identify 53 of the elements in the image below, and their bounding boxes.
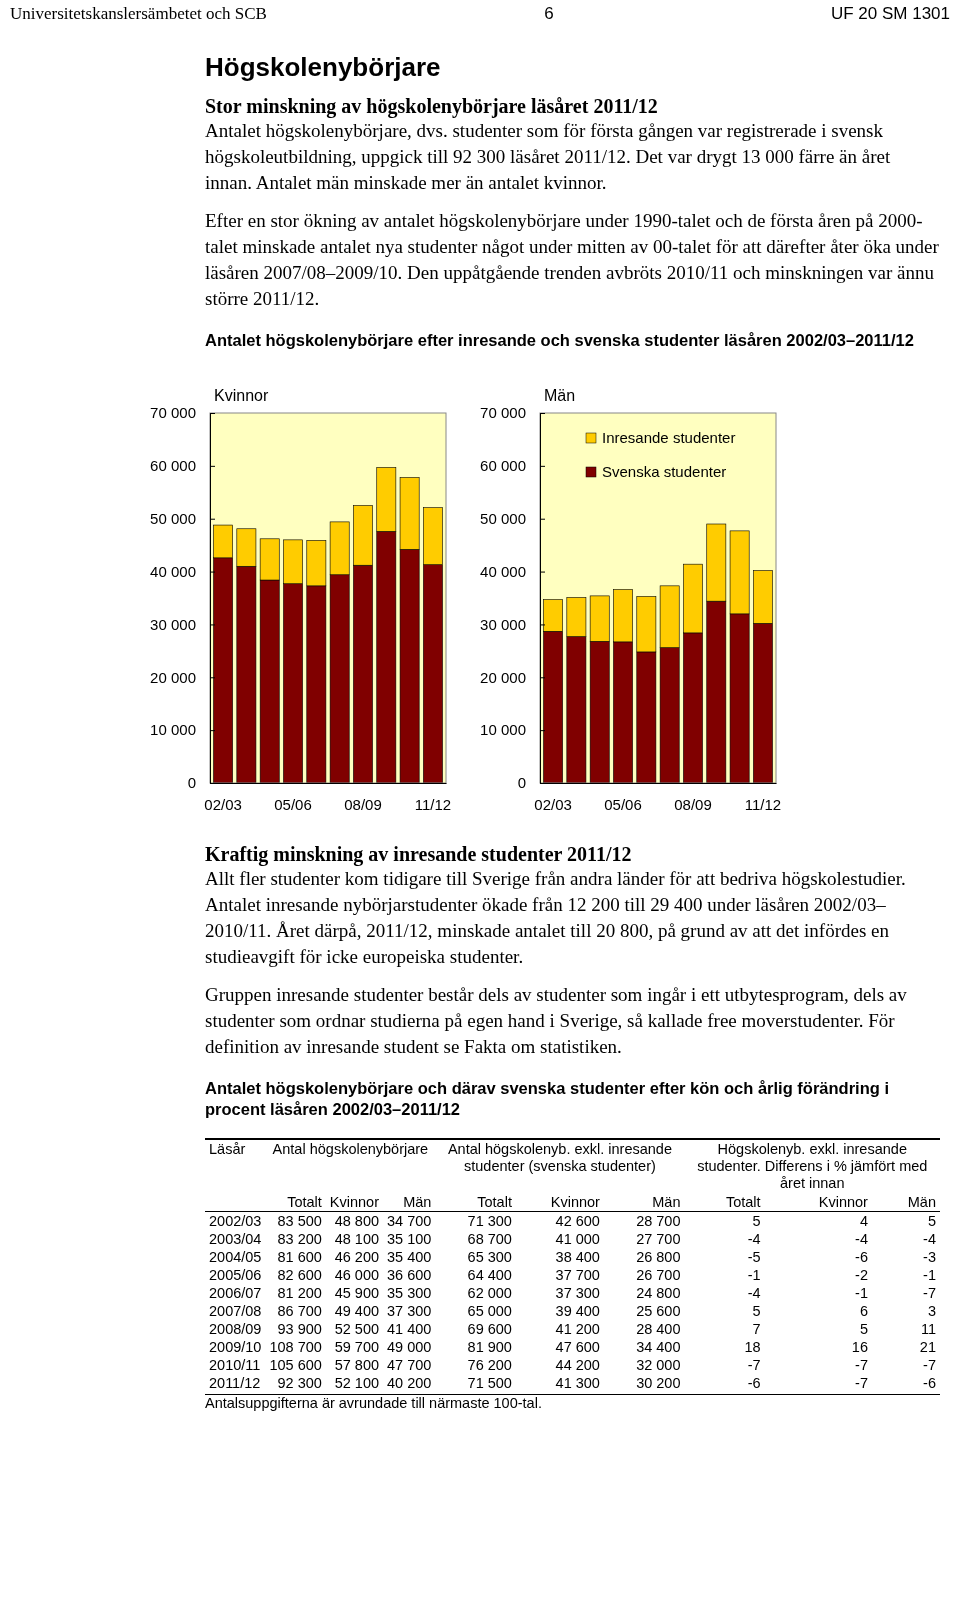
text: 2007/08 86 700 49 400 37 300 65 000 39 400 25 600 5 6 3	[209, 1303, 936, 1319]
text: Antalet högskolenybörjare och därav svenska studenter efter kön och årlig förändring i procent läsåren 2002/03–2011/12	[205, 1078, 890, 1120]
legend-label: Inresande studenter	[602, 429, 736, 446]
y-tick-label: 0	[517, 774, 526, 792]
x-tick-label: 08/09	[344, 795, 382, 813]
y-tick-label: 60 000	[150, 457, 196, 475]
y-tick-label: 70 000	[480, 404, 526, 422]
x-tick-label: 11/12	[744, 795, 782, 813]
text: 2010/11 105 600 57 800 47 700 76 200 44 200 32 000 -7 -7 -7	[209, 1357, 936, 1373]
text: Kraftig minskning av inresande studenter 2011/12	[205, 843, 633, 866]
text: 2009/10 108 700 59 700 49 000 81 900 47 600 34 400 18 16 21	[209, 1339, 936, 1355]
text: Totalt Kvinnor Män Totalt Kvinnor Män Totalt Kvinnor Män	[287, 1194, 936, 1210]
text: Efter en stor ökning av antalet högskolenybörjare under 1990-talet och de första åren på 2000-talet minskade antalet nya studenter något under mitten av 00-talet för att därefter åter öka under läsåren 2007/08–2009/10. Den uppåtgående trenden avbröts 2010/11 och minskningen var ännu större 2011/12.	[205, 209, 940, 311]
x-tick-label: 05/06	[604, 795, 642, 813]
text: 2004/05 81 600 46 200 35 400 65 300 38 400 26 800 -5 -6 -3	[209, 1249, 936, 1265]
text: Universitetskanslersämbetet och SCB	[10, 4, 267, 24]
x-tick-label: 05/06	[274, 795, 312, 813]
text: 6	[544, 4, 554, 24]
text: Stor minskning av högskolenybörjare läsåret 2011/12	[205, 95, 659, 118]
text: 2008/09 93 900 52 500 41 400 69 600 41 200 28 400 7 5 11	[209, 1321, 936, 1337]
text: Antalet högskolenybörjare efter inresande och svenska studenter läsåren 2002/03–2011/12	[205, 330, 915, 351]
chart-title: Män	[544, 387, 576, 404]
x-tick-label: 02/03	[534, 795, 572, 813]
y-tick-label: 60 000	[480, 457, 526, 475]
text: 2011/12 92 300 52 100 40 200 71 500 41 300 30 200 -6 -7 -6	[209, 1375, 936, 1391]
text: Antalet högskolenybörjare, dvs. studenter som för första gången var registrerade i svensk högskoleutbildning, uppgick till 92 300 läsåret 2011/12. Det var drygt 13 000 färre än året innan. Antalet män minskade mer än antalet kvinnor.	[205, 119, 892, 195]
text: 2006/07 81 200 45 900 35 300 62 000 37 300 24 800 -4 -1 -7	[209, 1285, 936, 1301]
text: 2002/03 83 500 48 800 34 700 71 300 42 600 28 700 5 4 5	[209, 1213, 936, 1229]
y-tick-label: 10 000	[480, 721, 526, 739]
y-tick-label: 0	[187, 774, 196, 792]
text: Allt fler studenter kom tidigare till Sverige från andra länder för att bedriva högskolestudier. Antalet inresande nybörjarstudenter ökade från 12 200 till 29 400 under läsåren 2002/03–2010/11. Året därpå, 2011/12, minskade antalet till 20 800, på grund av att det infördes en studieavgift för icke europeiska studenter.	[205, 867, 907, 969]
text: 2003/04 83 200 48 100 35 100 68 700 41 000 27 700 -4 -4 -4	[209, 1231, 936, 1247]
y-tick-label: 40 000	[480, 562, 526, 580]
text: Läsår Antal högskolenybörjare Antal högskolenyb. exkl. inresande studenter (svenska studenter) Högskolenyb. exkl. inresande studenter. Differens i % jämfört med året innan	[209, 1141, 928, 1191]
chart-title: Kvinnor	[214, 387, 269, 404]
x-tick-label: 08/09	[674, 795, 712, 813]
x-tick-label: 11/12	[414, 795, 452, 813]
y-tick-label: 40 000	[150, 562, 196, 580]
legend-label: Svenska studenter	[602, 463, 727, 480]
y-tick-label: 10 000	[150, 721, 196, 739]
y-tick-label: 70 000	[150, 404, 196, 422]
text: UF 20 SM 1301	[830, 4, 950, 24]
text: Gruppen inresande studenter består dels av studenter som ingår i ett utbytesprogram, dels av studenter som ordnar studierna på egen hand i Sverige, så kallade free moverstudenter. För definition av inresande student se Fakta om statistiken.	[205, 983, 908, 1059]
y-tick-label: 20 000	[480, 668, 526, 686]
y-tick-label: 50 000	[150, 510, 196, 528]
x-tick-label: 02/03	[204, 795, 242, 813]
y-tick-label: 30 000	[150, 615, 196, 633]
text: Högskolenybörjare	[205, 52, 442, 83]
y-tick-label: 30 000	[480, 615, 526, 633]
y-tick-label: 50 000	[480, 510, 526, 528]
y-tick-label: 20 000	[150, 668, 196, 686]
text: 2005/06 82 600 46 000 36 600 64 400 37 700 26 700 -1 -2 -1	[209, 1267, 936, 1283]
text: Antalsuppgifterna är avrundade till närmaste 100-tal.	[205, 1394, 940, 1411]
